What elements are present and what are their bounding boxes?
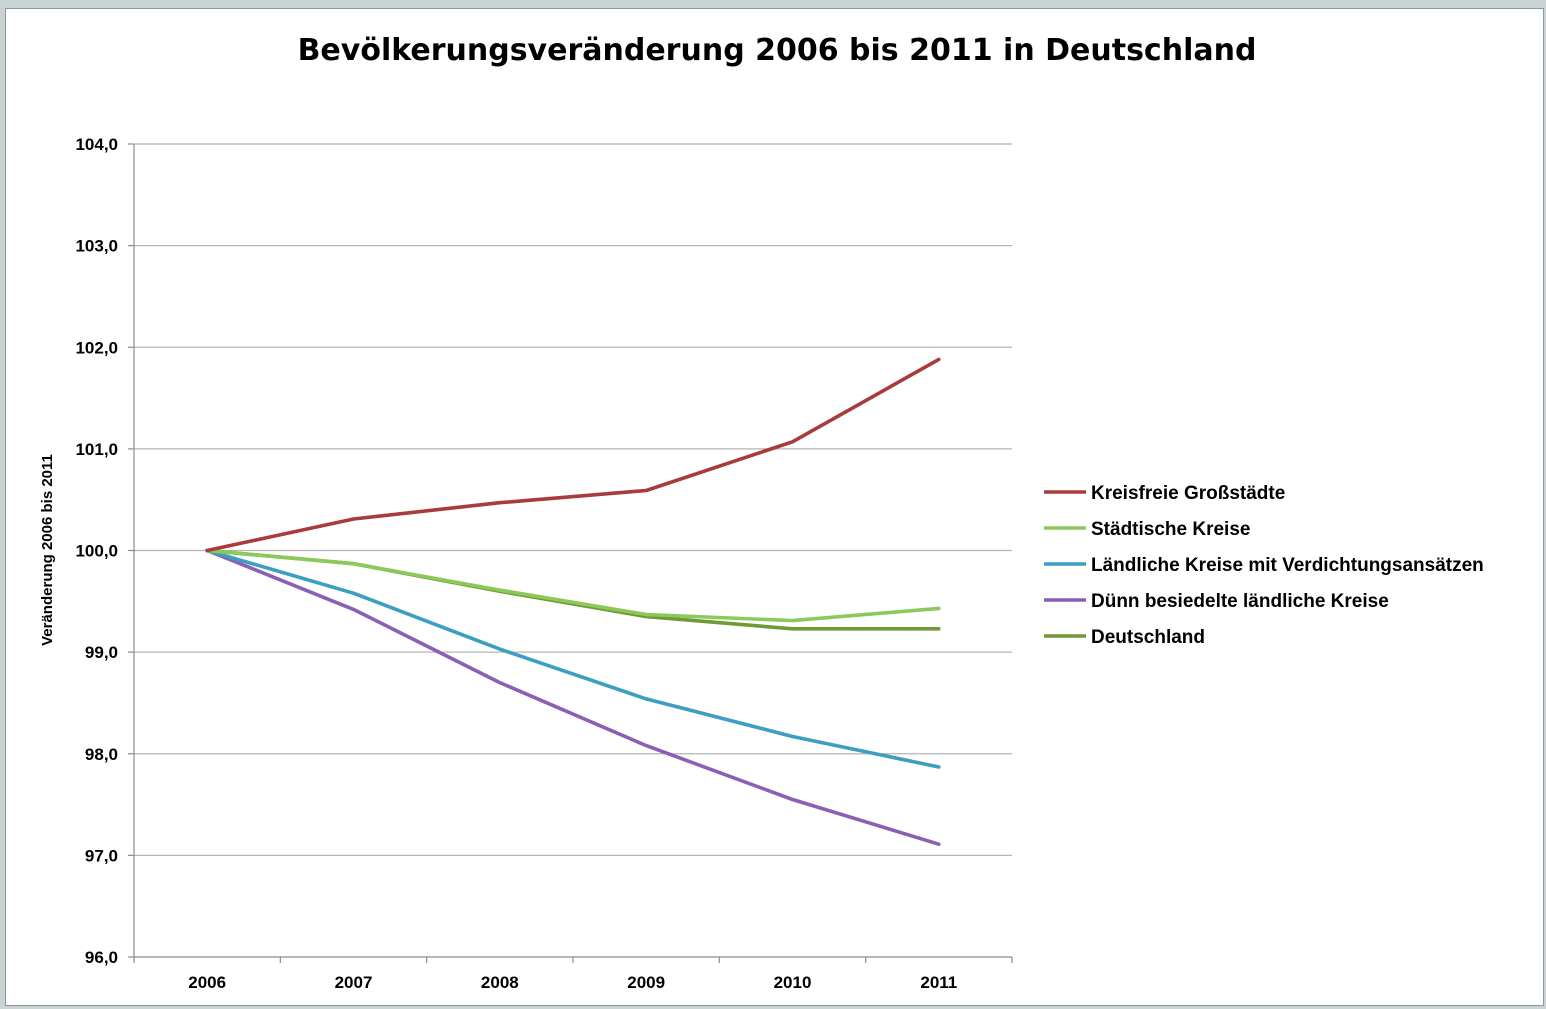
series-lines	[205, 357, 941, 847]
series-line	[205, 548, 941, 769]
x-tick-label: 2011	[920, 973, 957, 992]
legend-entry: Kreisfreie Großstädte	[1091, 483, 1285, 504]
y-tick-label: 96,0	[85, 948, 118, 967]
chart-frame	[5, 8, 1544, 1006]
y-tick-label: 104,0	[75, 135, 118, 154]
y-tick-label: 97,0	[85, 846, 118, 865]
series-line	[205, 548, 941, 623]
axes	[128, 143, 1013, 963]
chart-title: Bevölkerungsveränderung 2006 bis 2011 in…	[298, 33, 1257, 68]
series-line	[205, 357, 941, 553]
x-tick-label: 2010	[774, 973, 812, 992]
legend: Kreisfreie Großstädte Städtische Kreise Lä…	[1044, 483, 1484, 648]
y-tick-label: 103,0	[75, 237, 118, 256]
y-axis-title: Veränderung 2006 bis 2011	[39, 454, 56, 646]
x-tick-label: 2007	[335, 973, 373, 992]
y-tick-label: 102,0	[75, 338, 118, 357]
legend-entry: Dünn besiedelte ländliche Kreise	[1091, 591, 1389, 612]
x-tick-label: 2006	[188, 973, 226, 992]
y-tick-label: 100,0	[75, 542, 118, 561]
legend-entry: Deutschland	[1091, 627, 1205, 648]
x-tick-labels: 2006 2007 2008 2009 2010 2011	[188, 973, 957, 992]
x-tick-label: 2009	[627, 973, 665, 992]
y-tick-labels: 96,0 97,0 98,0 99,0 100,0 101,0 102,0 103,0 104,…	[75, 135, 118, 967]
series-line	[205, 548, 941, 847]
y-tick-label: 99,0	[85, 643, 118, 662]
y-tick-label: 98,0	[85, 745, 118, 764]
y-tick-label: 101,0	[75, 440, 118, 459]
legend-entry: Ländliche Kreise mit Verdichtungsansätze…	[1091, 555, 1484, 576]
legend-entry: Städtische Kreise	[1091, 519, 1250, 540]
gridlines	[134, 143, 1012, 856]
x-tick-label: 2008	[481, 973, 519, 992]
